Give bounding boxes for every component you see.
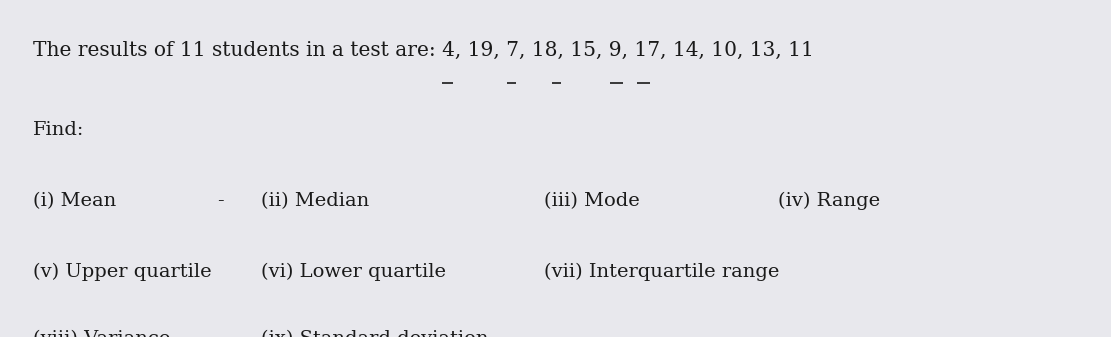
Text: (iii) Mode: (iii) Mode <box>544 192 640 210</box>
Text: (iv) Range: (iv) Range <box>778 192 880 210</box>
Text: (vi) Lower quartile: (vi) Lower quartile <box>261 263 447 281</box>
Text: (vii) Interquartile range: (vii) Interquartile range <box>544 263 780 281</box>
Text: (ix) Standard deviation: (ix) Standard deviation <box>261 330 489 337</box>
Text: (viii) Variance: (viii) Variance <box>33 330 171 337</box>
Text: The results of 11 students in a test are: 4, 19, 7, 18, 15, 9, 17, 14, 10, 13, 1: The results of 11 students in a test are… <box>33 40 814 59</box>
Text: Find:: Find: <box>33 121 84 139</box>
Text: (ii) Median: (ii) Median <box>261 192 369 210</box>
Text: (i) Mean: (i) Mean <box>33 192 117 210</box>
Text: (v) Upper quartile: (v) Upper quartile <box>33 263 212 281</box>
Text: -: - <box>217 192 223 210</box>
